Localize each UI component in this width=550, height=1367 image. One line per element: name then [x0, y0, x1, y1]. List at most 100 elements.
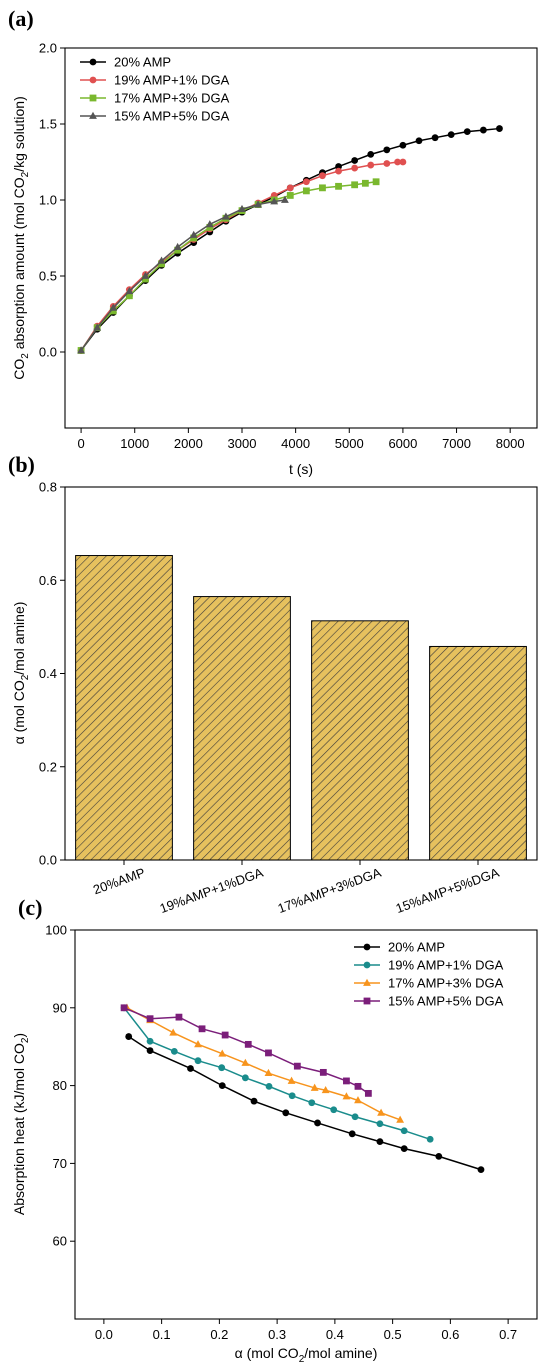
data-point	[158, 260, 165, 268]
y-axis-label-b-part2: /mol amine)	[11, 602, 27, 675]
y-tick-label: 70	[53, 1156, 67, 1171]
data-point	[142, 275, 149, 283]
data-point	[308, 1099, 316, 1107]
y-tick-label: 0.6	[39, 573, 57, 588]
data-point	[221, 1031, 229, 1039]
category-label: 15%AMP+5%DGA	[394, 865, 502, 916]
series-line-20-amp	[128, 1035, 482, 1171]
data-point	[383, 160, 391, 167]
series-20-amp	[125, 1033, 485, 1174]
data-point	[265, 1049, 272, 1057]
axis-ticks-c: 0.0 0.1 0.2 0.3 0.4 0.5 0.6 0.7 60 70 80 90 100	[45, 923, 517, 1343]
legend-marker	[363, 997, 371, 1005]
y-tick-label: 2.0	[39, 41, 57, 56]
y-axis-label-a-part2: absorption amount (mol CO	[11, 177, 27, 353]
panel-label-a: (a)	[8, 6, 34, 31]
data-point	[302, 187, 310, 195]
x-tick-label: 3000	[228, 436, 257, 451]
x-tick-label: 6000	[388, 436, 417, 451]
data-point	[319, 172, 326, 180]
legend-marker	[89, 76, 97, 84]
legend-label: 15% AMP+5% DGA	[114, 109, 230, 124]
bars-group-b	[75, 555, 527, 861]
x-tick-label: 0	[77, 436, 84, 451]
data-point	[463, 128, 471, 136]
data-point	[286, 184, 294, 192]
legend-label: 20% AMP	[114, 55, 171, 70]
legend-a: 20% AMP 19% AMP+1% DGA 17% AMP+3% DGA 15% A…	[80, 55, 230, 124]
chart-panel-c: (c) 0.0 0.1 0.2 0.3 0.4 0.5 0.6 0.760708090100 …	[11, 895, 538, 1365]
y-tick-label: 90	[53, 1000, 67, 1015]
data-point	[479, 126, 487, 134]
x-tick-label: 0.5	[384, 1327, 402, 1342]
data-point	[120, 1004, 128, 1012]
data-point	[241, 1074, 249, 1082]
data-point	[321, 1086, 330, 1094]
series-line-19-amp-1-dga	[123, 1007, 431, 1140]
data-point	[426, 1135, 434, 1143]
y-tick-label: 0.8	[39, 480, 57, 495]
bar-17-amp-3-dga	[311, 620, 409, 861]
data-point	[194, 1057, 202, 1065]
legend-marker	[363, 943, 371, 951]
series-20-amp	[77, 125, 503, 354]
legend-marker	[89, 94, 97, 102]
series-15-amp-5-dga	[120, 1004, 372, 1097]
legend-c: 20% AMP 19% AMP+1% DGA 17% AMP+3% DGA 15% A…	[354, 940, 504, 1009]
x-tick-label: 7000	[442, 436, 471, 451]
x-axis-label-c-sub: 2	[299, 1354, 305, 1365]
data-point	[187, 1065, 194, 1072]
legend-label: 19% AMP+1% DGA	[114, 73, 230, 88]
legend-label: 19% AMP+1% DGA	[388, 958, 504, 973]
data-point	[342, 1092, 351, 1100]
data-point	[190, 234, 198, 242]
series-group-a	[77, 125, 503, 354]
data-point	[330, 1106, 338, 1114]
category-label: 20%AMP	[91, 865, 147, 898]
data-point	[361, 179, 369, 187]
data-point	[280, 195, 289, 203]
x-tick-label: 8000	[496, 436, 525, 451]
y-tick-label: 1.0	[39, 193, 57, 208]
data-point	[254, 200, 263, 208]
legend-label: 17% AMP+3% DGA	[388, 976, 504, 991]
data-point	[146, 1047, 154, 1054]
data-point	[189, 230, 198, 238]
legend-marker	[363, 961, 371, 969]
x-axis-label-c-part1: α (mol CO	[235, 1345, 299, 1361]
data-point	[431, 134, 439, 142]
y-axis-label-b: α (mol CO2/mol amine)	[11, 602, 31, 745]
y-axis-label-a-sub1: 2	[20, 353, 31, 359]
data-point	[109, 307, 117, 315]
data-point	[146, 1015, 154, 1023]
y-axis-label-c-part2: )	[11, 1033, 27, 1038]
x-tick-label: 0.2	[210, 1327, 228, 1342]
data-point	[282, 1109, 290, 1117]
data-point	[175, 1013, 183, 1021]
data-point	[169, 1028, 178, 1036]
y-tick-label: 0.0	[39, 345, 57, 360]
data-point	[354, 1096, 362, 1104]
y-axis-label-c-sub: 2	[20, 1037, 31, 1043]
data-point	[93, 323, 102, 331]
legend-marker	[363, 978, 371, 986]
series-line-17-amp-3-dga	[80, 181, 377, 351]
x-axis-label-c-part2: /mol amine)	[304, 1345, 377, 1361]
series-line-20-amp	[80, 127, 500, 351]
y-tick-label: 0.2	[39, 759, 57, 774]
legend-marker	[89, 58, 97, 66]
data-point	[244, 1040, 252, 1048]
data-point	[364, 1089, 372, 1097]
panel-label-b: (b)	[8, 452, 35, 477]
data-point	[205, 220, 214, 228]
series-19-amp-1-dga	[120, 1004, 434, 1143]
data-point	[496, 125, 503, 132]
data-point	[400, 1145, 408, 1153]
legend-label: 17% AMP+3% DGA	[114, 91, 230, 106]
y-axis-label-c-part1: Absorption heat (kJ/mol CO	[11, 1043, 27, 1215]
data-point	[270, 197, 279, 205]
data-point	[367, 151, 375, 158]
data-point	[367, 161, 375, 169]
x-tick-label: 5000	[335, 436, 364, 451]
category-label: 17%AMP+3%DGA	[276, 865, 384, 916]
